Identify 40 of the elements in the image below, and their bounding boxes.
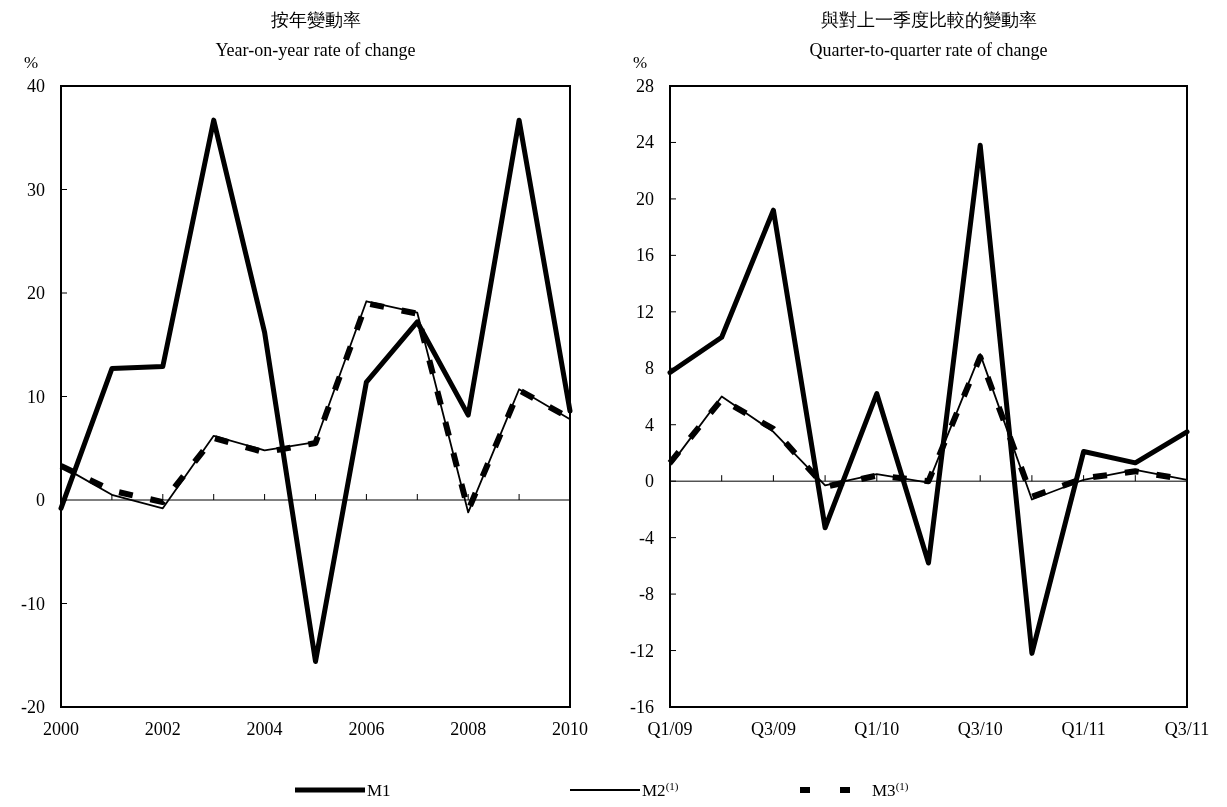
y-tick-label: 28 xyxy=(636,76,654,96)
chart-subtitle: Year-on-year rate of change xyxy=(215,40,416,60)
y-tick-label: -12 xyxy=(630,640,654,661)
x-tick-label: 2000 xyxy=(43,719,79,739)
x-tick-label: Q3/10 xyxy=(957,719,1003,739)
y-tick-label: -16 xyxy=(630,697,654,717)
y-tick-label: 20 xyxy=(27,283,45,303)
y-tick-label: 0 xyxy=(645,471,654,492)
y-tick-label: 10 xyxy=(27,386,45,407)
x-tick-label: 2010 xyxy=(552,719,588,739)
x-tick-label: Q1/10 xyxy=(854,719,900,739)
y-tick-label: 40 xyxy=(27,76,45,96)
y-tick-label: 4 xyxy=(645,414,654,435)
y-axis-title: % xyxy=(23,53,39,72)
y-tick-label: 8 xyxy=(645,358,654,379)
x-tick-label: 2002 xyxy=(144,719,181,739)
y-tick-label: 0 xyxy=(36,490,45,510)
y-tick-label: -4 xyxy=(639,527,654,548)
legend-label: M3$^{(1)}$ xyxy=(872,780,909,800)
x-tick-label: Q3/09 xyxy=(750,719,796,739)
y-tick-label: 16 xyxy=(636,245,654,266)
chart-subtitle: Quarter-to-quarter rate of change xyxy=(809,40,1048,60)
x-tick-label: Q3/11 xyxy=(1164,719,1210,739)
chart-title: 與對上一季度比較的變動率 xyxy=(820,9,1037,30)
x-tick-label: 2004 xyxy=(246,719,283,739)
y-tick-label: 30 xyxy=(27,179,45,200)
x-tick-label: Q1/09 xyxy=(647,719,693,739)
legend-label: M1 xyxy=(367,781,391,800)
x-tick-label: Q1/11 xyxy=(1061,719,1106,739)
x-tick-label: 2008 xyxy=(450,719,487,739)
legend-label: M2$^{(1)}$ xyxy=(642,780,679,800)
y-tick-label: -10 xyxy=(21,593,45,614)
y-tick-label: 12 xyxy=(636,301,654,322)
y-tick-label: -8 xyxy=(639,584,654,605)
y-tick-label: 20 xyxy=(636,188,654,209)
y-tick-label: 24 xyxy=(636,132,654,153)
x-tick-label: 2006 xyxy=(348,719,385,739)
y-axis-title: % xyxy=(632,53,648,72)
y-tick-label: -20 xyxy=(21,697,45,717)
chart-title: 按年變動率 xyxy=(270,9,361,30)
